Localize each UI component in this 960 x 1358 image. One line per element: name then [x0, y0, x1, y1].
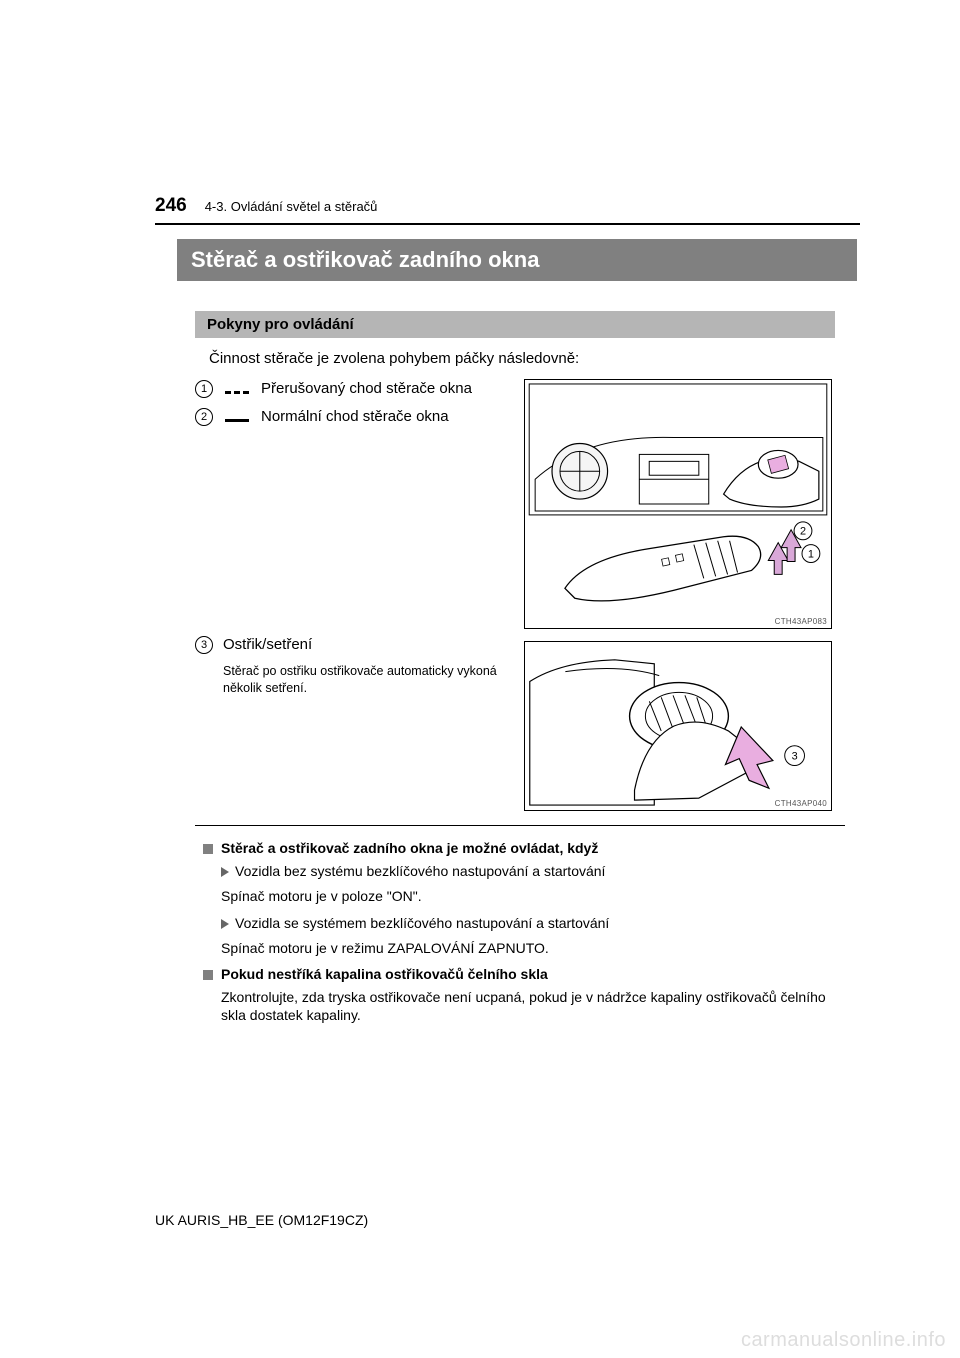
- content-row-2: 3 Ostřik/setření Stěrač po ostřiku ostři…: [195, 635, 845, 811]
- note-l1-text: Vozidla bez systému bezklíčového nastupo…: [235, 862, 605, 881]
- watermark: carmanualsonline.info: [741, 1329, 946, 1352]
- note-h1-text: Stěrač a ostřikovač zadního okna je možn…: [221, 840, 598, 856]
- square-bullet-icon: [203, 844, 213, 854]
- fig2-callout-3: 3: [792, 751, 798, 763]
- section-label: 4-3. Ovládání světel a stěračů: [205, 199, 378, 214]
- left-column: 1 Přerušovaný chod stěrače okna 2 Normál…: [195, 379, 510, 629]
- figure-2-svg: 3: [525, 642, 831, 810]
- continuous-icon: [223, 413, 251, 427]
- note-p3: Zkontrolujte, zda tryska ostřikovače nen…: [221, 988, 841, 1026]
- title-bar: Stěrač a ostřikovač zadního okna: [177, 239, 857, 281]
- circled-3-icon: 3: [195, 636, 213, 654]
- header-rule: [155, 223, 860, 225]
- page-header: 246 4-3. Ovládání světel a stěračů: [155, 195, 845, 217]
- circled-1-icon: 1: [195, 380, 213, 398]
- note-h2-text: Pokud nestříká kapalina ostřikovačů čeln…: [221, 966, 548, 982]
- note-heading-2: Pokud nestříká kapalina ostřikovačů čeln…: [203, 966, 841, 982]
- footer-code: UK AURIS_HB_EE (OM12F19CZ): [155, 1212, 368, 1228]
- figure-2-code: CTH43AP040: [775, 799, 827, 808]
- fig1-callout-2: 2: [800, 526, 806, 538]
- figure-1-code: CTH43AP083: [775, 617, 827, 626]
- list-item-3: 3 Ostřik/setření: [195, 635, 510, 655]
- triangle-bullet-icon: [221, 919, 229, 929]
- list-item-2: 2 Normální chod stěrače okna: [195, 407, 510, 427]
- note-p1: Spínač motoru je v poloze "ON".: [221, 887, 841, 906]
- square-bullet-icon: [203, 970, 213, 980]
- note-line-1: Vozidla bez systému bezklíčového nastupo…: [221, 862, 841, 881]
- intermittent-icon: [223, 385, 251, 399]
- notes-block: Stěrač a ostřikovač zadního okna je možn…: [203, 840, 841, 1025]
- note-heading-1: Stěrač a ostřikovač zadního okna je možn…: [203, 840, 841, 856]
- note-l2-text: Vozidla se systémem bezklíčového nastupo…: [235, 914, 609, 933]
- right-column-2: 3 CTH43AP040: [524, 635, 832, 811]
- item-3-text: Ostřik/setření: [223, 635, 510, 655]
- intro-text: Činnost stěrače je zvolena pohybem páčky…: [209, 350, 845, 367]
- right-column: 1 2 CTH43AP083: [524, 379, 832, 629]
- figure-2: 3 CTH43AP040: [524, 641, 832, 811]
- item-2-text: Normální chod stěrače okna: [261, 407, 510, 427]
- figure-1-svg: 1 2: [525, 380, 831, 628]
- triangle-bullet-icon: [221, 867, 229, 877]
- note-line-2: Vozidla se systémem bezklíčového nastupo…: [221, 914, 841, 933]
- page-number: 246: [155, 195, 187, 217]
- figure-1: 1 2 CTH43AP083: [524, 379, 832, 629]
- fig1-callout-1: 1: [808, 549, 814, 561]
- note-p2: Spínač motoru je v režimu ZAPALOVÁNÍ ZAP…: [221, 939, 841, 958]
- item-3-note: Stěrač po ostřiku ostřikovače automatick…: [223, 663, 510, 697]
- item-1-text: Přerušovaný chod stěrače okna: [261, 379, 510, 399]
- circled-2-icon: 2: [195, 408, 213, 426]
- list-item-1: 1 Přerušovaný chod stěrače okna: [195, 379, 510, 399]
- separator-rule: [195, 825, 845, 826]
- manual-page: 246 4-3. Ovládání světel a stěračů Stěra…: [0, 0, 960, 1025]
- content-row-1: 1 Přerušovaný chod stěrače okna 2 Normál…: [195, 379, 845, 629]
- subheading-bar: Pokyny pro ovládání: [195, 311, 835, 338]
- left-column-2: 3 Ostřik/setření Stěrač po ostřiku ostři…: [195, 635, 510, 811]
